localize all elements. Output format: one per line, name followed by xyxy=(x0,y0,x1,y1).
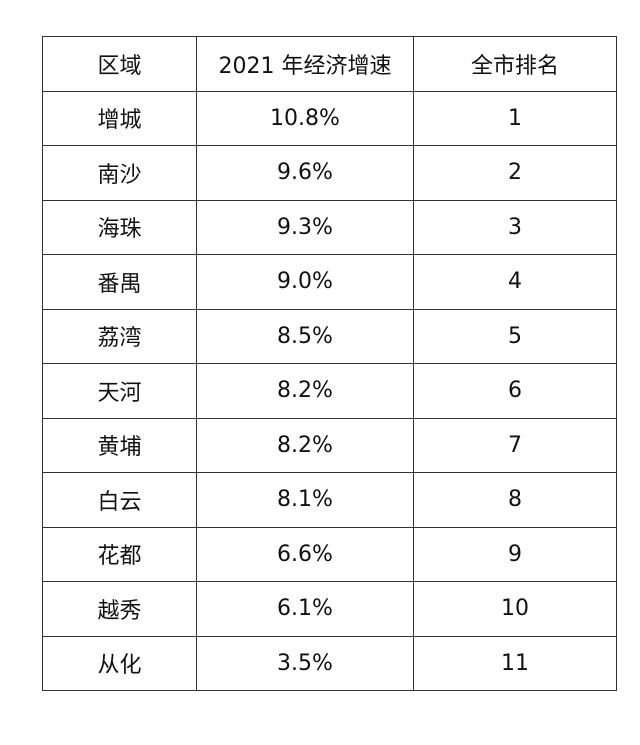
table-row: 增城 10.8% 1 xyxy=(42,90,617,146)
table-row: 海珠 9.3% 3 xyxy=(42,199,617,255)
table-row: 荔湾 8.5% 5 xyxy=(42,308,617,364)
district-cell: 增城 xyxy=(42,90,197,146)
rank-cell: 11 xyxy=(413,635,617,691)
district-cell: 白云 xyxy=(42,472,197,528)
growth-cell: 9.6% xyxy=(196,145,414,201)
district-cell: 番禺 xyxy=(42,254,197,310)
district-cell: 越秀 xyxy=(42,581,197,637)
rank-cell: 7 xyxy=(413,417,617,473)
growth-ranking-table: 区域 2021 年经济增速 全市排名 增城 10.8% 1 南沙 9.6% 2 … xyxy=(42,36,617,691)
growth-cell: 9.0% xyxy=(196,254,414,310)
table-row: 天河 8.2% 6 xyxy=(42,363,617,419)
rank-cell: 4 xyxy=(413,254,617,310)
table-row: 从化 3.5% 11 xyxy=(42,635,617,691)
header-growth: 2021 年经济增速 xyxy=(196,36,414,92)
growth-cell: 6.1% xyxy=(196,581,414,637)
rank-cell: 10 xyxy=(413,581,617,637)
growth-cell: 3.5% xyxy=(196,635,414,691)
growth-cell: 10.8% xyxy=(196,90,414,146)
table-row: 番禺 9.0% 4 xyxy=(42,254,617,310)
rank-cell: 9 xyxy=(413,526,617,582)
growth-cell: 8.2% xyxy=(196,417,414,473)
growth-cell: 9.3% xyxy=(196,199,414,255)
table-row: 花都 6.6% 9 xyxy=(42,526,617,582)
rank-cell: 3 xyxy=(413,199,617,255)
growth-cell: 8.1% xyxy=(196,472,414,528)
table-body: 增城 10.8% 1 南沙 9.6% 2 海珠 9.3% 3 番禺 9.0% 4… xyxy=(42,90,617,691)
table-row: 南沙 9.6% 2 xyxy=(42,145,617,201)
district-cell: 从化 xyxy=(42,635,197,691)
header-district: 区域 xyxy=(42,36,197,92)
rank-cell: 8 xyxy=(413,472,617,528)
rank-cell: 1 xyxy=(413,90,617,146)
rank-cell: 6 xyxy=(413,363,617,419)
district-cell: 黄埔 xyxy=(42,417,197,473)
growth-cell: 8.2% xyxy=(196,363,414,419)
district-cell: 荔湾 xyxy=(42,308,197,364)
district-cell: 天河 xyxy=(42,363,197,419)
growth-cell: 8.5% xyxy=(196,308,414,364)
rank-cell: 2 xyxy=(413,145,617,201)
district-cell: 南沙 xyxy=(42,145,197,201)
table-header: 区域 2021 年经济增速 全市排名 xyxy=(42,36,617,92)
table-row: 黄埔 8.2% 7 xyxy=(42,417,617,473)
growth-cell: 6.6% xyxy=(196,526,414,582)
header-row: 区域 2021 年经济增速 全市排名 xyxy=(42,36,617,92)
header-rank: 全市排名 xyxy=(413,36,617,92)
rank-cell: 5 xyxy=(413,308,617,364)
table-row: 白云 8.1% 8 xyxy=(42,472,617,528)
district-cell: 海珠 xyxy=(42,199,197,255)
district-cell: 花都 xyxy=(42,526,197,582)
table-row: 越秀 6.1% 10 xyxy=(42,581,617,637)
